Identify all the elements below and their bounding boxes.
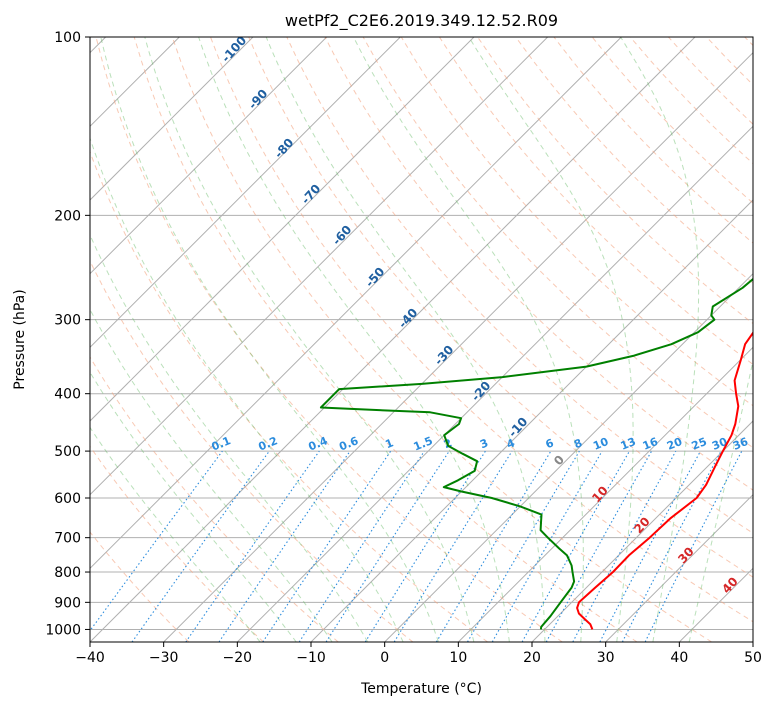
y-tick-label: 300 xyxy=(54,313,81,329)
y-axis-label: Pressure (hPa) xyxy=(12,289,28,389)
y-tick-label: 1000 xyxy=(45,622,81,638)
x-tick-label: 10 xyxy=(449,650,467,666)
chart-title: wetPf2_C2E6.2019.349.12.52.R09 xyxy=(285,11,558,31)
y-tick-label: 700 xyxy=(54,531,81,547)
x-tick-label: −10 xyxy=(296,650,326,666)
y-tick-label: 500 xyxy=(54,444,81,460)
x-tick-label: 0 xyxy=(380,650,389,666)
x-tick-label: 30 xyxy=(597,650,615,666)
x-tick-label: −30 xyxy=(149,650,179,666)
x-tick-label: −40 xyxy=(75,650,105,666)
x-axis-label: Temperature (°C) xyxy=(360,681,482,697)
y-tick-label: 100 xyxy=(54,30,81,46)
x-tick-label: 50 xyxy=(744,650,762,666)
x-tick-label: 40 xyxy=(670,650,688,666)
y-tick-label: 600 xyxy=(54,491,81,507)
y-tick-label: 200 xyxy=(54,208,81,224)
y-tick-label: 400 xyxy=(54,387,81,403)
y-tick-label: 900 xyxy=(54,595,81,611)
x-tick-label: −20 xyxy=(223,650,253,666)
y-tick-label: 800 xyxy=(54,565,81,581)
x-tick-label: 20 xyxy=(523,650,541,666)
